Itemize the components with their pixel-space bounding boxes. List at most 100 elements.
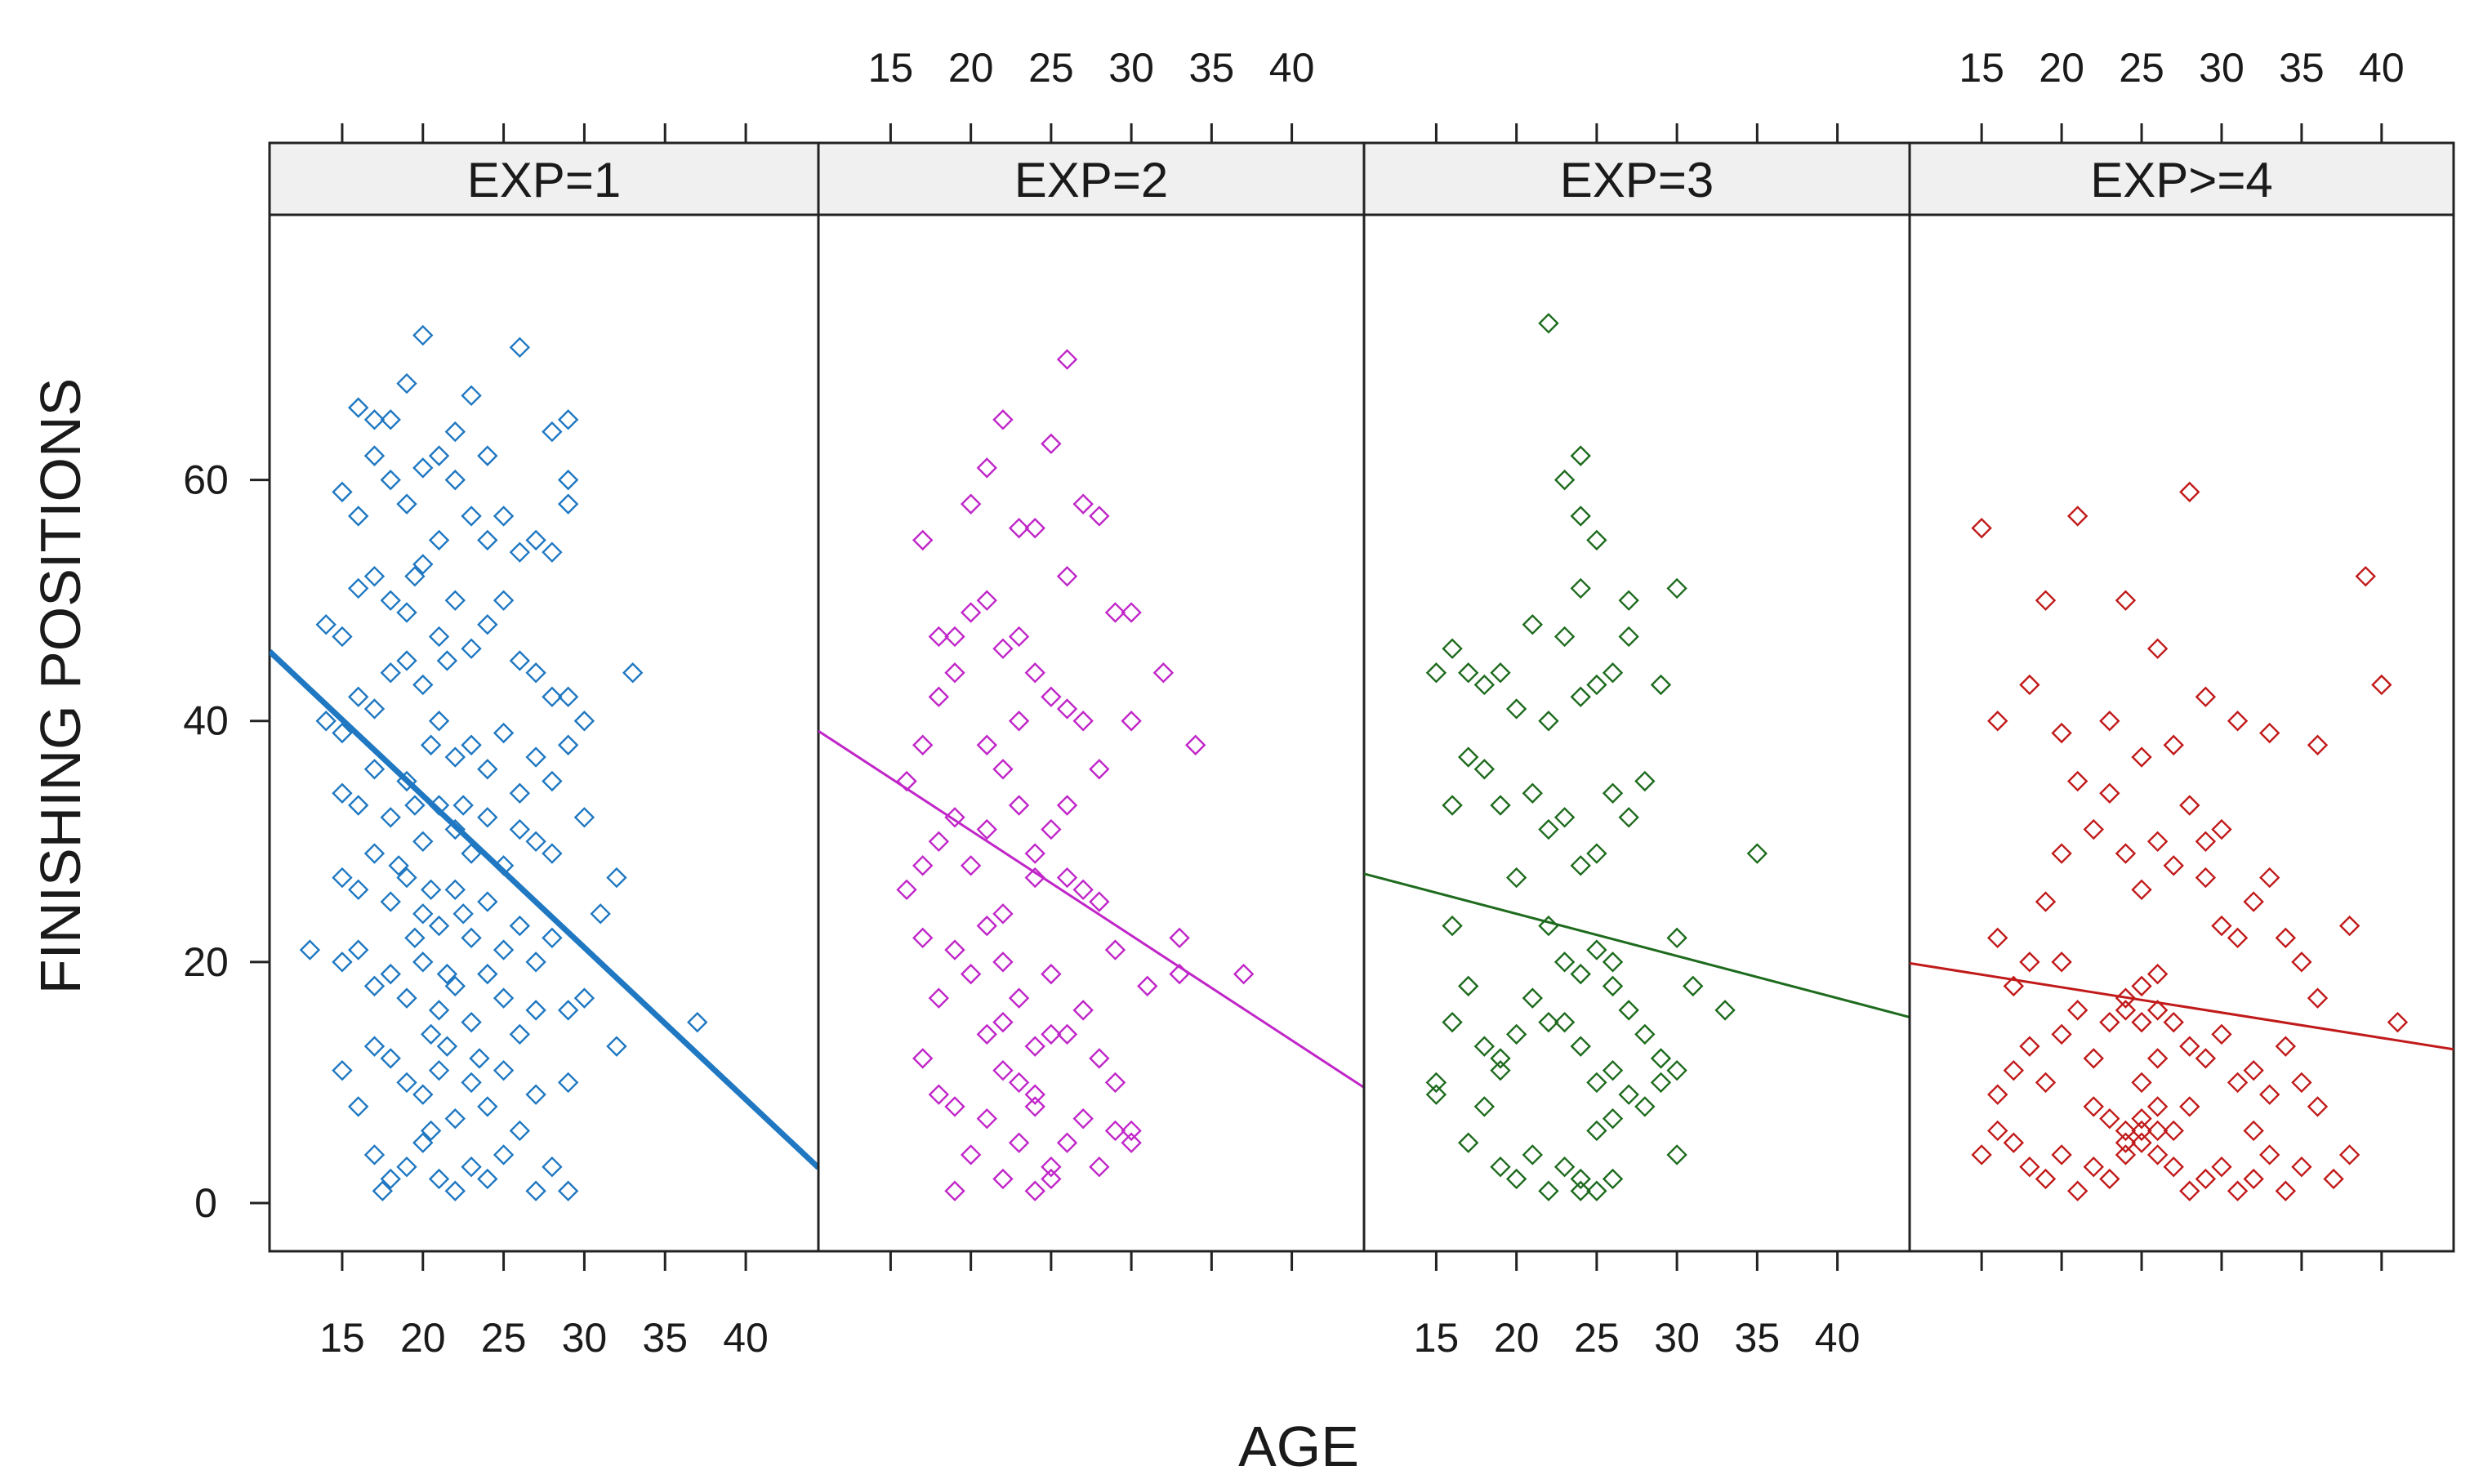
data-point	[928, 831, 950, 852]
data-point	[420, 734, 442, 755]
x-tick-label: 35	[1189, 45, 1235, 91]
data-point	[2338, 1144, 2360, 1165]
data-point	[469, 1048, 490, 1069]
data-point	[976, 590, 997, 611]
data-point	[557, 734, 579, 755]
data-point	[2099, 1107, 2120, 1130]
data-point	[687, 1011, 708, 1033]
data-point	[573, 711, 595, 732]
data-point	[1458, 746, 1479, 768]
data-point	[1056, 565, 1078, 587]
data-point	[444, 421, 466, 443]
data-point	[348, 795, 369, 816]
data-point	[1024, 1036, 1045, 1057]
data-point	[452, 903, 474, 925]
data-point	[1024, 1084, 1045, 1105]
data-point	[2307, 987, 2329, 1009]
data-point	[2146, 1144, 2169, 1165]
data-point	[1024, 662, 1045, 684]
data-point	[2163, 1011, 2184, 1033]
data-point	[444, 975, 466, 997]
data-point	[2131, 975, 2152, 997]
data-point	[1586, 1072, 1607, 1094]
data-point	[1008, 626, 1030, 648]
data-point	[2179, 1096, 2200, 1117]
data-point	[1490, 1059, 1511, 1081]
data-point	[332, 867, 353, 889]
data-point	[1586, 674, 1607, 696]
data-point	[1072, 1000, 1094, 1021]
data-point	[363, 445, 386, 466]
data-point	[2131, 1011, 2152, 1033]
data-point	[992, 903, 1014, 925]
data-point	[1634, 1023, 1656, 1045]
regression-line	[818, 729, 1364, 1089]
data-point	[428, 711, 450, 732]
panel-frame	[1908, 213, 2455, 1253]
data-point	[557, 1000, 579, 1021]
data-point	[992, 951, 1014, 973]
data-point	[2003, 1132, 2025, 1153]
data-point	[2163, 855, 2184, 876]
data-point	[1056, 698, 1078, 720]
data-point	[348, 1096, 369, 1117]
data-point	[912, 1048, 934, 1069]
data-point	[2323, 1168, 2344, 1190]
data-point	[1024, 517, 1045, 539]
data-point	[1666, 1059, 1687, 1081]
data-point	[2066, 1180, 2088, 1201]
data-point	[428, 626, 450, 648]
data-point	[396, 493, 417, 515]
data-point	[2131, 1120, 2152, 1142]
data-point	[428, 1059, 450, 1081]
data-point	[428, 445, 450, 466]
data-point	[461, 734, 482, 755]
data-point	[363, 759, 386, 780]
data-point	[444, 590, 466, 611]
data-point	[1618, 807, 1639, 828]
data-point	[412, 1132, 434, 1153]
data-point	[477, 891, 498, 912]
data-point	[2211, 1023, 2232, 1045]
data-point	[2003, 1059, 2025, 1081]
data-point	[525, 1084, 546, 1105]
data-point	[2099, 711, 2120, 732]
data-point	[396, 372, 417, 394]
data-point	[348, 939, 369, 960]
data-point	[1104, 1072, 1126, 1094]
data-point	[332, 626, 353, 648]
data-point	[1089, 759, 1110, 780]
data-point	[461, 1156, 482, 1178]
data-point	[606, 867, 627, 889]
panel-strip-label: EXP=1	[467, 153, 621, 207]
data-point	[1602, 782, 1624, 804]
data-point	[509, 1023, 531, 1045]
panel-strip	[268, 141, 820, 216]
data-point	[1056, 1023, 1078, 1045]
data-point	[960, 602, 982, 623]
data-point	[1425, 662, 1447, 684]
data-point	[396, 1156, 417, 1178]
data-point	[2019, 951, 2040, 973]
data-point	[509, 782, 531, 804]
data-point	[1490, 662, 1511, 684]
data-point	[1490, 1048, 1511, 1069]
data-point	[396, 650, 417, 671]
data-point	[428, 1000, 450, 1021]
data-point	[363, 565, 386, 587]
data-point	[912, 529, 934, 551]
data-point	[348, 686, 369, 707]
data-point	[542, 1156, 563, 1178]
data-point	[1442, 795, 1463, 816]
data-point	[444, 1107, 466, 1130]
data-point	[1746, 843, 1768, 864]
data-point	[2083, 818, 2104, 840]
data-point	[1554, 469, 1576, 491]
data-point	[461, 385, 482, 407]
data-point	[2051, 1144, 2072, 1165]
data-point	[1570, 1036, 1591, 1057]
data-point	[976, 1107, 997, 1130]
data-point	[525, 529, 546, 551]
data-point	[1618, 1084, 1639, 1105]
data-point	[960, 855, 982, 876]
